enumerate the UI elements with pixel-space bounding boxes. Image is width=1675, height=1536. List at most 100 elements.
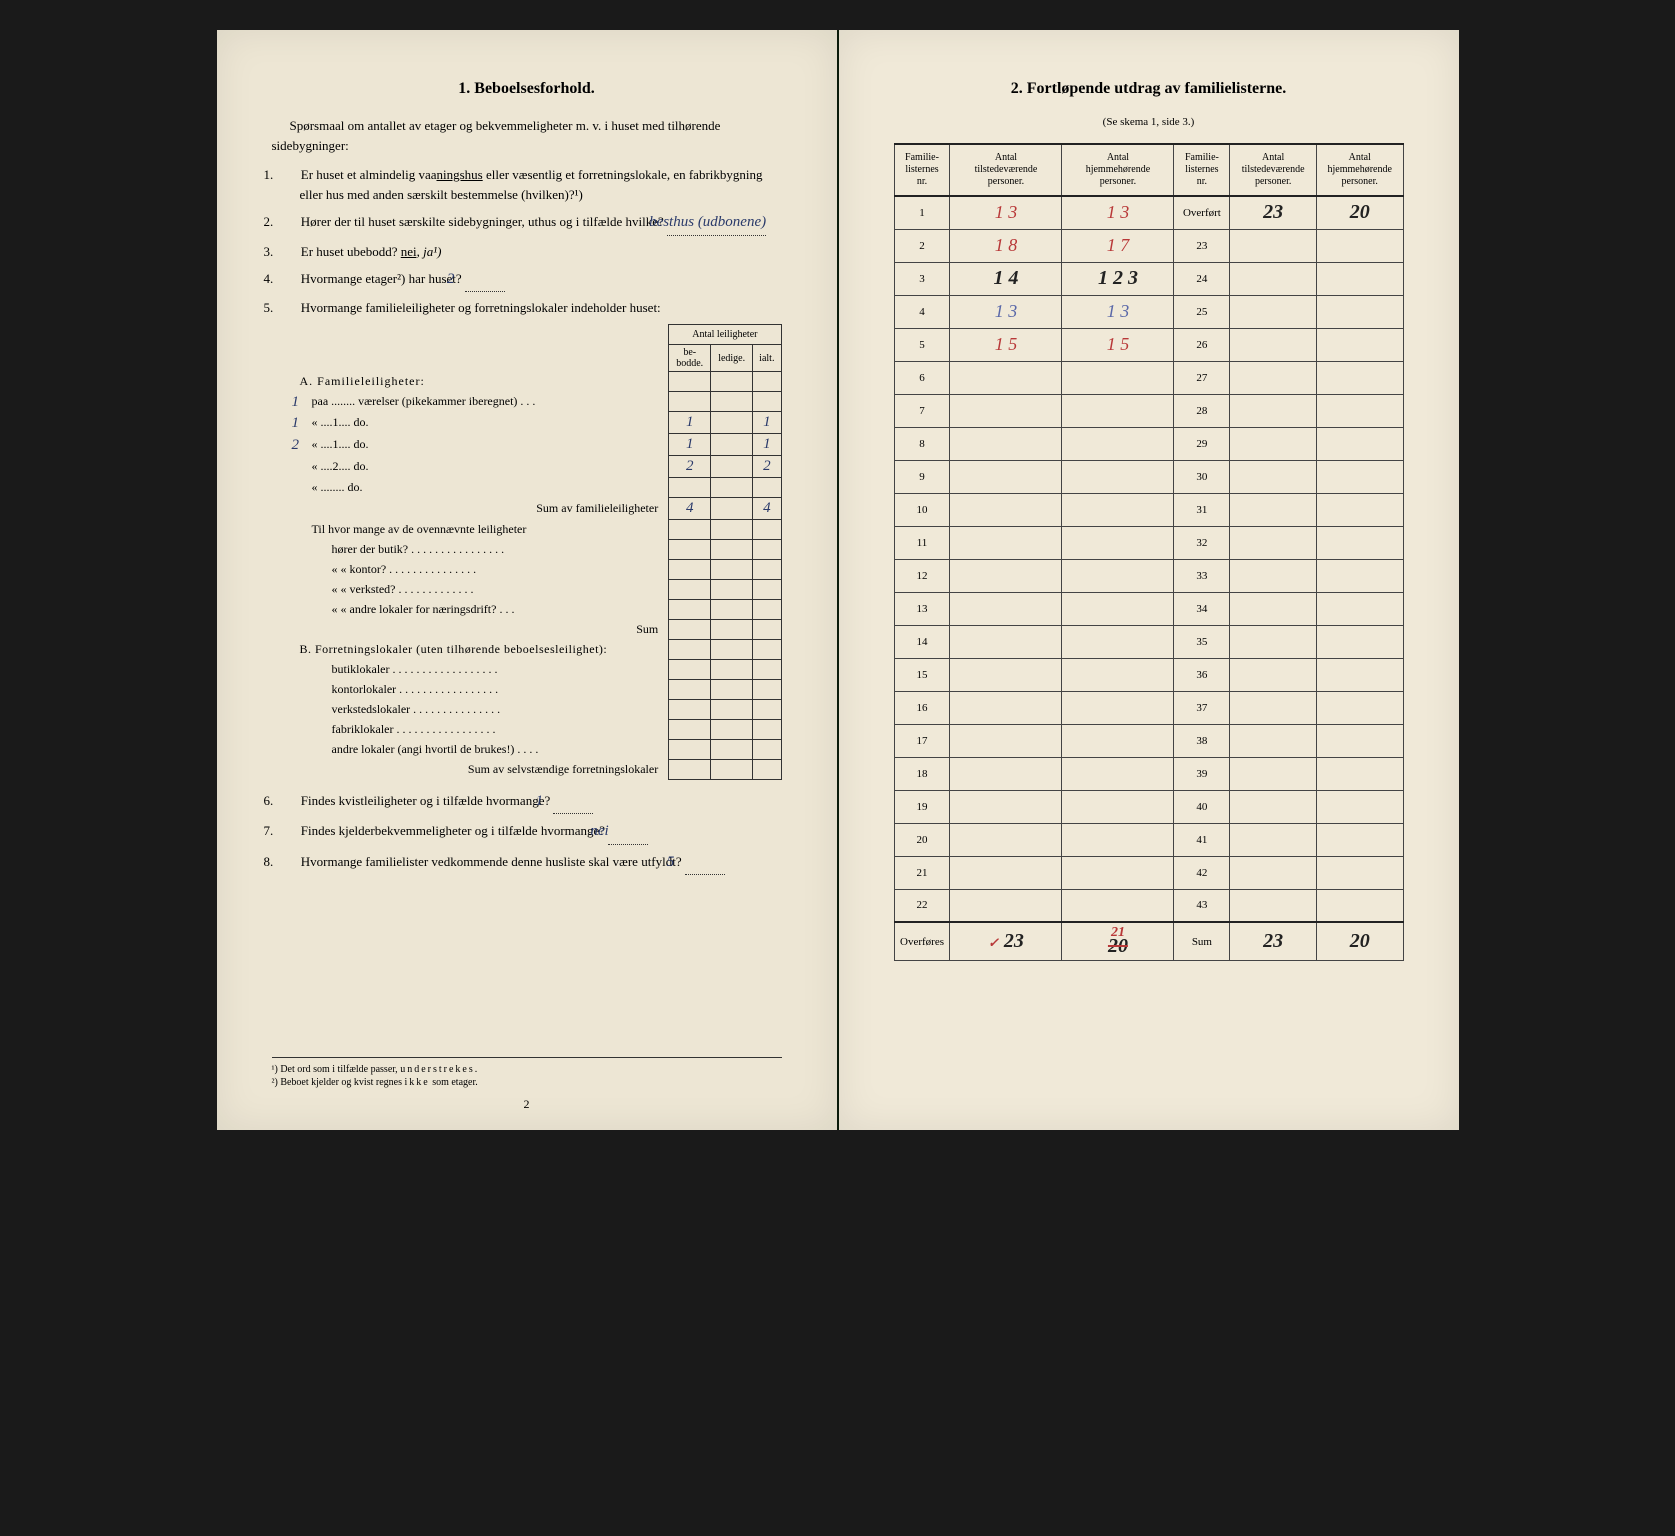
row-num-right: 28 <box>1174 394 1230 427</box>
table-subheader-row: be-bodde. ledige. ialt. <box>272 345 782 372</box>
rowA1: paa ........ værelser (pikekammer ibereg… <box>312 394 536 408</box>
table-row: « « kontor? . . . . . . . . . . . . . . … <box>272 560 782 580</box>
q6-answer: 1 <box>553 790 593 814</box>
footnote-2: ²) Beboet kjelder og kvist regnes ikke s… <box>272 1077 782 1088</box>
hjemme-right <box>1316 790 1403 823</box>
row-num-left: 12 <box>894 559 950 592</box>
q7-answer: nei <box>608 820 648 844</box>
tilstede-left <box>950 658 1062 691</box>
question-3: 3. Er huset ubebodd? nei, ja¹) <box>272 242 782 262</box>
tilstede-right <box>1230 658 1317 691</box>
col-ledige: ledige. <box>711 345 753 372</box>
row-num-right: 35 <box>1174 625 1230 658</box>
table-row: fabriklokaler . . . . . . . . . . . . . … <box>272 720 782 740</box>
sumAb: 4 <box>669 498 711 520</box>
tilstede-left <box>950 493 1062 526</box>
table-row: « ........ do. <box>272 478 782 498</box>
intro-text: Spørsmaal om antallet av etager og bekve… <box>272 116 782 155</box>
rowB3: verkstedslokaler . . . . . . . . . . . .… <box>272 700 669 720</box>
question-2: 2. Hører der til huset særskilte sidebyg… <box>272 211 782 235</box>
overfores-h: 2120 <box>1062 922 1174 961</box>
right-page: 2. Fortløpende utdrag av familielisterne… <box>839 30 1459 1130</box>
footer-row: Overføres✓ 232120Sum2320 <box>894 922 1403 961</box>
row-num-left: 17 <box>894 724 950 757</box>
hjemme-right <box>1316 625 1403 658</box>
right-title: 2. Fortløpende utdrag av familielisterne… <box>894 80 1404 98</box>
sec-b-label: B. Forretningslokaler (uten tilhørende b… <box>272 640 669 660</box>
hjemme-right <box>1316 889 1403 922</box>
hjemme-right <box>1316 361 1403 394</box>
sum-a-row: Sum av familieleiligheter 4 4 <box>272 498 782 520</box>
row-num-left: 20 <box>894 823 950 856</box>
tilstede-left <box>950 757 1062 790</box>
table-row: 51 51 526 <box>894 328 1403 361</box>
tilstede-left <box>950 856 1062 889</box>
tilstede-right <box>1230 295 1317 328</box>
row-num-right: 23 <box>1174 229 1230 262</box>
rowA4: « ....2.... do. <box>272 456 669 478</box>
hjemme-left <box>1062 856 1174 889</box>
rowA3: « ....1.... do. <box>312 437 369 451</box>
hjemme-left: 1 3 <box>1062 196 1174 229</box>
table-row: 627 <box>894 361 1403 394</box>
tilstede-left <box>950 427 1062 460</box>
hjemme-left <box>1062 592 1174 625</box>
margin-2: 1 <box>292 415 300 432</box>
hjemme-left <box>1062 394 1174 427</box>
rowB5: andre lokaler (angi hvortil de brukes!) … <box>272 740 669 760</box>
hjemme-left <box>1062 625 1174 658</box>
row-num-right: 39 <box>1174 757 1230 790</box>
row-num-left: 2 <box>894 229 950 262</box>
table-row: 2142 <box>894 856 1403 889</box>
book-spread: 1. Beboelsesforhold. Spørsmaal om antall… <box>217 30 1459 1130</box>
sec-b-title-row: B. Forretningslokaler (uten tilhørende b… <box>272 640 782 660</box>
tilstede-left <box>950 592 1062 625</box>
tilstede-right <box>1230 757 1317 790</box>
hjemme-right <box>1316 559 1403 592</box>
table-row: « ....2.... do. 2 2 <box>272 456 782 478</box>
tilstede-left <box>950 724 1062 757</box>
row-num-right: Overført <box>1174 196 1230 229</box>
rowB2: kontorlokaler . . . . . . . . . . . . . … <box>272 680 669 700</box>
rowB1: butiklokaler . . . . . . . . . . . . . .… <box>272 660 669 680</box>
q2-text: Hører der til huset særskilte sidebygnin… <box>301 214 664 229</box>
row-num-left: 18 <box>894 757 950 790</box>
row-num-right: 41 <box>1174 823 1230 856</box>
row-num-left: 9 <box>894 460 950 493</box>
valA4b: 2 <box>669 456 711 478</box>
row-num-left: 21 <box>894 856 950 889</box>
tilstede-left <box>950 625 1062 658</box>
tilstede-right <box>1230 328 1317 361</box>
sec-a-label: A. Familieleiligheter: <box>272 372 669 392</box>
left-page: 1. Beboelsesforhold. Spørsmaal om antall… <box>217 30 837 1130</box>
tilstede-left <box>950 526 1062 559</box>
table-row: 1132 <box>894 526 1403 559</box>
rowA5: « ........ do. <box>272 478 669 498</box>
tilstede-right <box>1230 592 1317 625</box>
margin-1: 1 <box>292 394 300 411</box>
hjemme-right <box>1316 229 1403 262</box>
hjemme-right <box>1316 460 1403 493</box>
question-8: 8. Hvormange familielister vedkommende d… <box>272 851 782 875</box>
tilstede-right <box>1230 691 1317 724</box>
left-title: 1. Beboelsesforhold. <box>272 80 782 98</box>
rowB4: fabriklokaler . . . . . . . . . . . . . … <box>272 720 669 740</box>
rowA2: « ....1.... do. <box>312 415 369 429</box>
hjemme-right <box>1316 592 1403 625</box>
table-row: 2041 <box>894 823 1403 856</box>
hjemme-left <box>1062 493 1174 526</box>
row-num-right: 38 <box>1174 724 1230 757</box>
question-1: 1. Er huset et almindelig vaaningshus el… <box>272 165 782 205</box>
page-number: 2 <box>217 1097 837 1112</box>
tilstede-right <box>1230 526 1317 559</box>
footnote-1: ¹) Det ord som i tilfælde passer, unders… <box>272 1064 782 1075</box>
row-num-left: 6 <box>894 361 950 394</box>
table-row: verkstedslokaler . . . . . . . . . . . .… <box>272 700 782 720</box>
fh3: Antalhjemmehørendepersoner. <box>1062 144 1174 196</box>
table-row: butiklokaler . . . . . . . . . . . . . .… <box>272 660 782 680</box>
hjemme-left: 1 5 <box>1062 328 1174 361</box>
row-num-left: 14 <box>894 625 950 658</box>
table-row: 2243 <box>894 889 1403 922</box>
tilstede-right <box>1230 856 1317 889</box>
hjemme-left <box>1062 427 1174 460</box>
